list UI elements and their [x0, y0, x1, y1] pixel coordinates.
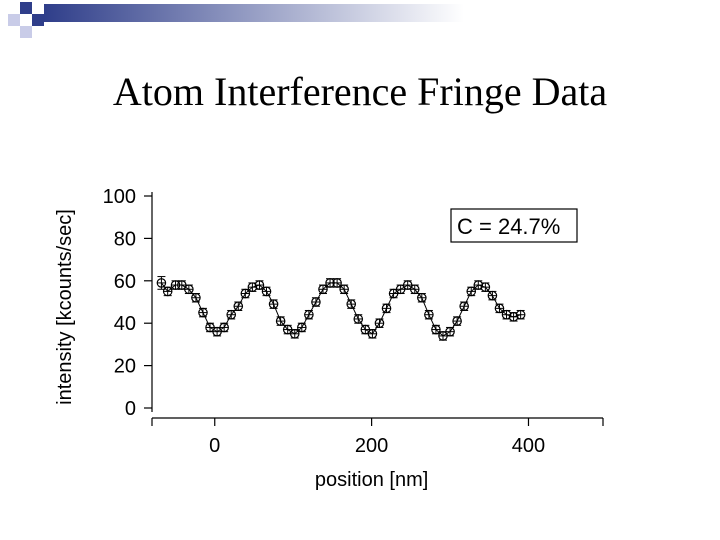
- y-tick-label: 0: [125, 398, 136, 420]
- deco-square-light: [8, 14, 20, 26]
- plot-layer: 0 20 40 60 80 100 0 200 400 position [nm] intensit…: [54, 186, 604, 491]
- deco-square-dark-2: [32, 14, 44, 26]
- x-axis-title: position [nm]: [315, 469, 428, 491]
- x-tick-label: 400: [512, 435, 545, 457]
- y-axis-title: intensity [kcounts/sec]: [54, 209, 76, 405]
- deco-gradient-bar: [44, 4, 464, 22]
- slide-title: Atom Interference Fringe Data: [112, 69, 608, 114]
- y-tick-label: 20: [114, 356, 136, 378]
- contrast-annotation: C = 24.7%: [457, 214, 560, 239]
- deco-square-dark: [20, 2, 32, 14]
- y-tick-label: 60: [114, 271, 136, 293]
- y-tick-label: 40: [114, 313, 136, 335]
- contrast-annotation-box: [450, 208, 578, 243]
- y-tick-label: 100: [103, 186, 136, 208]
- x-tick-label: 200: [355, 435, 388, 457]
- deco-square-light-2: [20, 26, 32, 38]
- y-tick-label: 80: [114, 228, 136, 250]
- x-tick-label: 0: [209, 435, 220, 457]
- title-decoration: [8, 2, 464, 38]
